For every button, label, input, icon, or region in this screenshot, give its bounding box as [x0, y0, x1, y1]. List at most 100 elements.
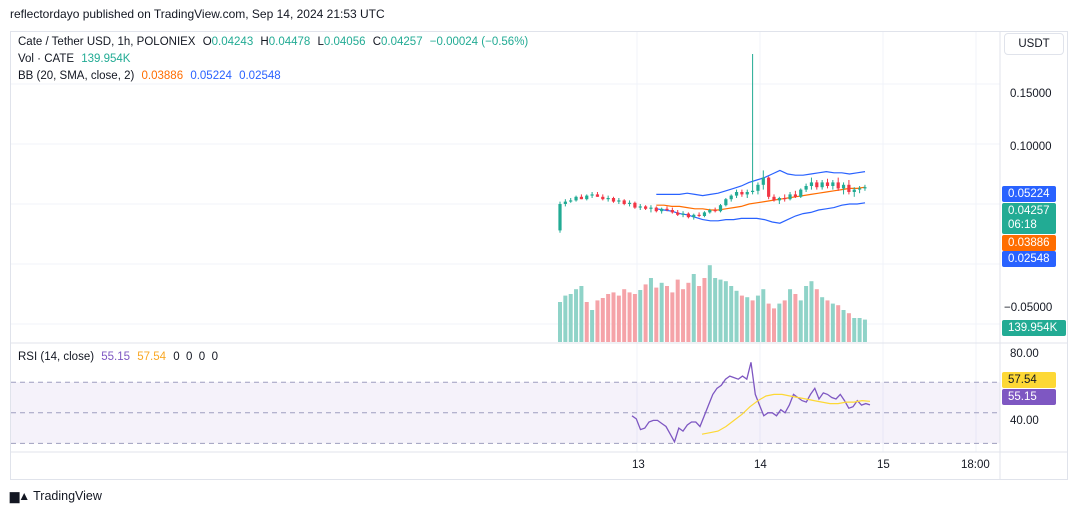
candle-body — [676, 212, 680, 215]
volume-bar — [632, 294, 637, 342]
rsi-ma-tag: 57.54 — [1002, 372, 1056, 388]
volume-bar — [804, 286, 809, 342]
volume-value: 139.954K — [81, 53, 131, 65]
candle-body — [820, 182, 824, 188]
volume-bar — [665, 286, 669, 342]
volume-bar — [606, 294, 611, 342]
volume-bar — [729, 286, 734, 342]
currency-button[interactable]: USDT — [1004, 33, 1064, 55]
candle-body — [697, 214, 701, 216]
volume-bar — [793, 294, 798, 342]
time-tick-label: 18:00 — [961, 459, 990, 471]
volume-bar — [723, 281, 728, 342]
tradingview-wordmark: TradingView — [33, 489, 102, 503]
rsi-ma-line — [701, 393, 871, 435]
tradingview-logo-icon: ▆▲ — [10, 489, 30, 503]
candle-body — [686, 213, 690, 218]
volume-bar — [691, 274, 696, 342]
candle-body — [606, 198, 610, 200]
volume-bar — [563, 295, 568, 342]
candle-body — [841, 184, 846, 189]
candle-body — [772, 196, 776, 201]
candle-body — [713, 210, 717, 212]
candle-body — [831, 182, 835, 186]
symbol-legend[interactable]: Cate / Tether USD, 1h, POLONIEX O0.04243… — [18, 36, 532, 48]
volume-bar — [841, 310, 846, 342]
bar-countdown: 06:18 — [1008, 219, 1037, 231]
time-tick-label: 13 — [632, 459, 645, 471]
volume-bar — [627, 292, 632, 342]
footer-brand[interactable]: ▆▲ TradingView — [10, 489, 102, 503]
volume-bar — [590, 310, 595, 342]
volume-bar — [718, 279, 723, 342]
candle-body — [649, 207, 653, 209]
volume-bar — [686, 282, 691, 342]
candle-body — [799, 189, 803, 197]
volume-bar — [670, 292, 675, 342]
candle-body — [622, 200, 626, 204]
volume-bar — [739, 295, 744, 342]
volume-bar — [600, 298, 605, 342]
price-change: −0.00024 (−0.56%) — [429, 36, 529, 48]
candle-body — [563, 201, 567, 204]
bb-lower-line — [656, 202, 866, 224]
bb-label: BB (20, SMA, close, 2) — [18, 70, 135, 82]
volume-bars — [558, 265, 867, 342]
candle-body — [665, 208, 669, 210]
candle-body — [692, 214, 696, 218]
time-tick-label: 15 — [877, 459, 890, 471]
candle-body — [751, 190, 755, 192]
candle-body — [585, 195, 589, 200]
candles — [558, 54, 867, 233]
volume-bar — [675, 279, 680, 342]
bollinger-bands — [656, 169, 866, 224]
candle-body — [783, 198, 787, 200]
symbol-title: Cate / Tether USD, 1h, POLONIEX — [18, 36, 196, 48]
volume-bar — [611, 292, 616, 342]
bb-legend[interactable]: BB (20, SMA, close, 2) 0.03886 0.05224 0… — [18, 70, 285, 82]
bb-upper-price-tag: 0.05224 — [1002, 186, 1056, 202]
rsi-line — [631, 362, 871, 444]
candle-body — [708, 210, 712, 213]
candle-body — [579, 196, 583, 200]
volume-bar — [584, 302, 589, 342]
last-price-tag: 0.04257 06:18 — [1002, 203, 1056, 234]
pane-separators — [11, 32, 1067, 479]
candle-body — [734, 192, 739, 196]
candle-body — [670, 210, 674, 213]
volume-bar — [766, 303, 771, 342]
grid-lines — [11, 32, 1000, 452]
candle-body — [617, 200, 621, 202]
candle-body — [847, 184, 851, 192]
volume-bar — [825, 300, 830, 342]
volume-label: Vol · CATE — [18, 53, 75, 65]
volume-bar — [782, 300, 787, 342]
candle-body — [804, 186, 808, 190]
candle-body — [633, 202, 637, 208]
volume-bar — [852, 318, 857, 342]
candle-body — [777, 198, 781, 201]
candle-body — [644, 206, 648, 209]
candle-body — [788, 194, 792, 200]
volume-bar — [772, 308, 776, 342]
bb-lower-price-tag: 0.02548 — [1002, 251, 1056, 267]
candle-body — [601, 196, 605, 200]
rsi-legend[interactable]: RSI (14, close) 55.15 57.54 0 0 0 0 — [18, 351, 222, 363]
volume-bar — [846, 313, 851, 342]
candle-body — [595, 194, 600, 197]
rsi-value: 55.15 — [101, 351, 131, 363]
volume-bar — [809, 281, 814, 342]
candle-body — [558, 204, 562, 231]
candle-body — [702, 212, 707, 216]
volume-bar — [648, 278, 653, 342]
volume-legend[interactable]: Vol · CATE 139.954K — [18, 53, 134, 65]
bb-basis-value: 0.03886 — [141, 70, 184, 82]
candle-body — [627, 202, 632, 204]
candle-body — [638, 206, 642, 208]
volume-price-tag: 139.954K — [1002, 320, 1066, 336]
volume-bar — [702, 278, 707, 342]
volume-bar — [616, 295, 621, 342]
candle-body — [863, 187, 867, 189]
publisher-line: reflectordayo published on TradingView.c… — [10, 7, 385, 21]
